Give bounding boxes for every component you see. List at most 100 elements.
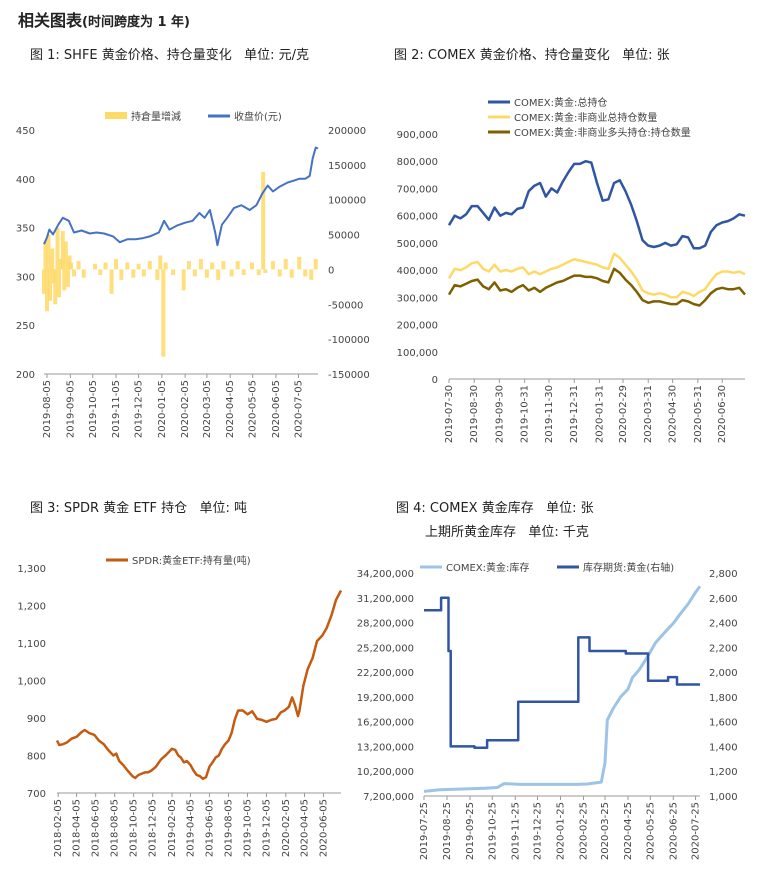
chart3-y-tick: 1,000 bbox=[17, 677, 46, 688]
chart1-bar bbox=[76, 261, 81, 270]
chart1-legend-oi-label: 持倉量增減 bbox=[131, 110, 181, 123]
chart1-bar bbox=[235, 261, 240, 270]
chart3-title: 图 3: SPDR 黄金 ETF 持仓 单位: 吨 bbox=[30, 501, 247, 516]
chart1-y-right-tick: -100000 bbox=[328, 335, 370, 346]
chart2-x-tick-label: 2019-09-30 bbox=[494, 385, 505, 443]
chart4-y-right-tick: 2,600 bbox=[709, 594, 738, 605]
chart1-bar bbox=[309, 269, 314, 280]
chart2-y-tick: 900,000 bbox=[397, 130, 438, 141]
chart2-y-tick: 700,000 bbox=[397, 184, 438, 195]
chart3-legend-label: SPDR:黄金ETF:持有量(吨) bbox=[132, 554, 251, 567]
chart1-y-left-tick: 400 bbox=[16, 175, 35, 186]
chart1-bar bbox=[72, 269, 77, 277]
chart4-legend-shfe-label: 库存期货:黄金(右轴) bbox=[583, 561, 674, 574]
chart2-x-tick-label: 2020-05-31 bbox=[693, 385, 704, 443]
chart1-bar bbox=[241, 269, 246, 276]
chart4-y-left-tick: 25,200,000 bbox=[357, 643, 414, 654]
chart4-x-tick-label: 2020-02-25 bbox=[579, 802, 590, 860]
chart4-y-left-tick: 19,200,000 bbox=[357, 693, 414, 704]
chart3-y-tick: 900 bbox=[27, 714, 46, 725]
chart1-y-right-tick: 0 bbox=[328, 265, 334, 276]
chart4-x-tick-label: 2020-04-25 bbox=[623, 802, 634, 860]
chart1-bar bbox=[263, 269, 268, 273]
chart1-y-right-tick: 150000 bbox=[328, 161, 366, 172]
chart4-y-left-tick: 7,200,000 bbox=[363, 792, 414, 803]
chart3-x-tick-label: 2018-08-05 bbox=[110, 799, 121, 857]
chart1-bar bbox=[103, 262, 108, 270]
chart3-x-tick-label: 2019-12-05 bbox=[261, 799, 272, 857]
chart4-y-left-tick: 16,200,000 bbox=[357, 718, 414, 729]
chart1-bar bbox=[261, 171, 266, 270]
chart2-x-tick-label: 2019-12-31 bbox=[569, 385, 580, 443]
chart4-y-right-tick: 2,800 bbox=[709, 569, 738, 580]
chart2-y-tick: 200,000 bbox=[397, 321, 438, 332]
chart1-y-left-tick: 250 bbox=[16, 321, 35, 332]
chart2-x-tick-label: 2019-11-30 bbox=[544, 385, 555, 443]
chart1-bar bbox=[136, 263, 141, 270]
chart4-y-right-tick: 2,400 bbox=[709, 619, 738, 630]
chart4-y-right-tick: 1,200 bbox=[709, 767, 738, 778]
chart4-x-tick-label: 2019-08-25 bbox=[442, 802, 453, 860]
chart1-bar bbox=[249, 262, 254, 270]
chart4-legend-comex-label: COMEX:黄金:库存 bbox=[446, 561, 529, 574]
chart3-y-tick: 700 bbox=[27, 789, 46, 800]
chart1-bar bbox=[66, 269, 71, 287]
chart1-bar bbox=[58, 258, 63, 270]
chart1-bar bbox=[63, 241, 68, 270]
chart4-y-right-tick: 1,000 bbox=[709, 792, 738, 803]
chart4-x-tick-label: 2019-11-25 bbox=[510, 802, 521, 860]
chart4-x-tick-label: 2019-07-25 bbox=[419, 802, 430, 860]
chart1-x-tick-label: 2019-09-05 bbox=[65, 380, 76, 438]
chart1-bar bbox=[155, 269, 160, 280]
chart1-close-line bbox=[43, 146, 319, 247]
chart1-bar bbox=[216, 269, 221, 280]
chart3-x-tick-label: 2018-12-05 bbox=[148, 799, 159, 857]
chart4-x-tick-label: 2020-06-25 bbox=[668, 802, 679, 860]
chart1-bar bbox=[270, 261, 275, 270]
chart1-bar bbox=[283, 258, 288, 270]
chart1-bar bbox=[57, 269, 62, 298]
chart2-series-3 bbox=[447, 267, 746, 307]
chart4-y-left-tick: 34,200,000 bbox=[357, 569, 414, 580]
chart4-y-right-tick: 2,200 bbox=[709, 643, 738, 654]
chart4-x-tick-label: 2019-09-25 bbox=[465, 802, 476, 860]
chart1-bar bbox=[192, 269, 197, 277]
chart1-y-left-tick: 350 bbox=[16, 224, 35, 235]
chart1-legend-oi-swatch bbox=[105, 112, 127, 119]
chart1-y-right-tick: 50000 bbox=[328, 231, 360, 242]
chart4-y-left-tick: 22,200,000 bbox=[357, 668, 414, 679]
chart1-bar bbox=[289, 269, 294, 278]
chart1-bar bbox=[198, 258, 203, 270]
chart3-y-tick: 1,300 bbox=[17, 564, 46, 575]
chart1-x-tick-label: 2020-06-05 bbox=[271, 380, 282, 438]
chart2-legend-1-label: COMEX:黄金:总持仓 bbox=[514, 96, 607, 109]
chart1-x-tick-label: 2020-03-05 bbox=[202, 380, 213, 438]
chart1-bar bbox=[131, 269, 136, 278]
chart1-bar bbox=[303, 269, 308, 277]
chart1-bar bbox=[46, 234, 51, 270]
chart2-series-1 bbox=[447, 159, 746, 250]
chart3-x-tick-label: 2020-04-05 bbox=[300, 799, 311, 857]
chart2-x-tick-label: 2020-04-30 bbox=[668, 385, 679, 443]
chart1-y-left-tick: 300 bbox=[16, 272, 35, 283]
chart1-y-left-tick: 450 bbox=[16, 126, 35, 137]
chart1-x-tick-label: 2019-10-05 bbox=[88, 380, 99, 438]
chart2-y-tick: 800,000 bbox=[397, 157, 438, 168]
chart1-bar bbox=[53, 269, 58, 305]
chart1-x-tick-label: 2020-05-05 bbox=[248, 380, 259, 438]
chart3-x-tick-label: 2019-06-05 bbox=[204, 799, 215, 857]
chart1-y-right-tick: -150000 bbox=[328, 370, 370, 381]
chart1-bar bbox=[62, 269, 67, 291]
chart3-x-tick-label: 2020-06-05 bbox=[319, 799, 330, 857]
chart3-spdr-line bbox=[55, 589, 343, 781]
chart1-bar bbox=[55, 227, 60, 270]
chart2-x-tick-label: 2020-06-30 bbox=[717, 385, 728, 443]
chart4-y-left-tick: 31,200,000 bbox=[357, 594, 414, 605]
chart1-bar bbox=[43, 241, 48, 270]
chart1-bar bbox=[221, 261, 226, 270]
chart3-y-tick: 1,200 bbox=[17, 602, 46, 613]
chart4-x-tick-label: 2020-07-25 bbox=[691, 802, 702, 860]
chart1-x-tick-label: 2020-07-05 bbox=[293, 380, 304, 438]
chart1-bar bbox=[45, 269, 50, 312]
chart1-bar bbox=[93, 263, 98, 270]
